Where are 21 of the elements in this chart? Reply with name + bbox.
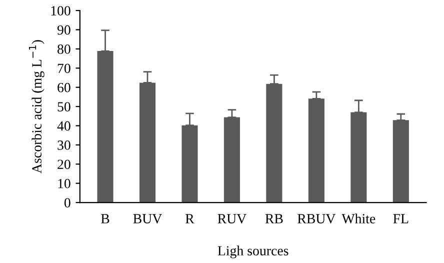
x-tick-label: RUV (218, 214, 246, 224)
y-tick-label: 30 (58, 140, 70, 150)
y-tick-label: 10 (58, 178, 70, 188)
x-tick-label: BUV (133, 214, 162, 224)
y-tick-label: 70 (58, 64, 70, 74)
x-tick-label: RBUV (298, 214, 336, 224)
y-tick-label: 60 (58, 82, 70, 92)
y-axis-title: Ascorbic acid (mg L$^{−1}$) (28, 40, 44, 174)
x-tick-label: R (185, 214, 194, 224)
x-tick-label: RB (265, 214, 283, 224)
y-tick-label: 100 (51, 6, 70, 16)
y-tick-label: 90 (57, 25, 70, 35)
x-tick-label: White (342, 214, 376, 224)
y-tick-label: 0 (64, 198, 70, 208)
x-axis-title: Ligh sources (218, 246, 288, 258)
y-tick-label: 20 (58, 160, 70, 170)
x-tick-label: B (101, 214, 110, 224)
y-tick-label: 40 (57, 121, 70, 131)
y-tick-label: 50 (58, 102, 70, 112)
y-tick-label: 80 (58, 44, 70, 54)
x-tick-label: FL (393, 214, 408, 224)
